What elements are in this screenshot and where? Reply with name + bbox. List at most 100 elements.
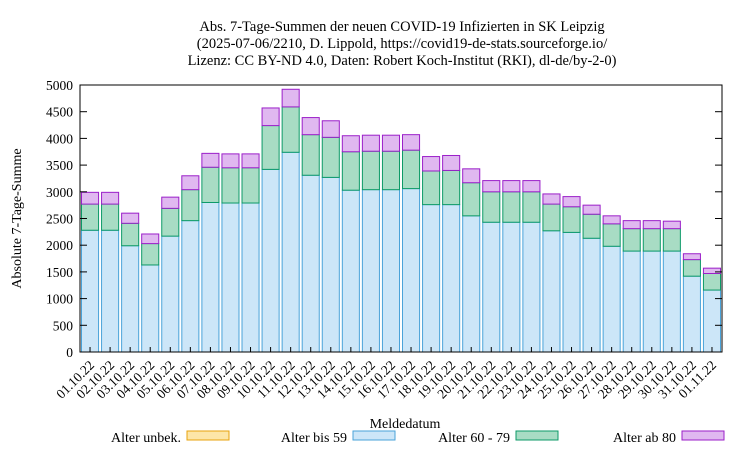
bar-segment [622,220,641,230]
bar-segment [522,191,541,223]
bar-segment [221,153,240,169]
bar-segment [422,170,441,206]
bars [81,88,721,353]
y-tick-label: 4500 [46,105,73,120]
bar-segment [321,176,340,353]
bar-segment [261,168,280,353]
legend-swatch [515,430,559,441]
bar-segment [361,189,380,353]
bar-segment [381,134,400,152]
bar-segment [241,202,260,353]
y-tick-label: 2500 [46,212,73,227]
bar-segment [341,135,360,153]
y-tick-label: 1500 [46,265,73,280]
bar-segment [402,188,421,353]
bar-segment [642,228,661,252]
bar-segment [502,191,521,223]
bar-segment [241,153,260,169]
bar-segment [482,191,501,223]
bar-segment [682,259,701,277]
bar-segment [702,267,721,275]
bar-segment [101,229,120,353]
bar-segment [482,221,501,353]
bar-segment [522,180,541,193]
bar-segment [502,221,521,353]
bar-segment [161,207,180,237]
bar-segment [141,264,160,353]
bar-segment [582,213,601,239]
bar-segment [462,182,481,217]
bar-segment [442,204,461,353]
bar-segment [562,206,581,233]
bar-segment [261,125,280,170]
bar-segment [462,215,481,353]
bar-segment [201,166,220,203]
y-tick-label: 0 [66,345,73,360]
bar-segment [381,189,400,353]
y-tick-label: 500 [53,318,74,333]
bar-segment [161,235,180,353]
legend-label: Alter ab 80 [613,431,676,446]
bar-segment [702,289,721,353]
chart-title-line: (2025-07-06/2210, D. Lippold, https://co… [197,36,608,52]
bar-segment [281,151,300,353]
bar-segment [482,180,501,193]
chart-title-line: Abs. 7-Tage-Summen der neuen COVID-19 In… [199,19,604,35]
bar-segment [542,230,561,353]
bar-segment [301,117,320,136]
bar-segment [281,106,300,153]
y-tick-label: 3000 [46,185,73,200]
bar-segment [361,134,380,152]
legend-label: Alter bis 59 [281,431,347,446]
bar-segment [241,167,260,204]
y-tick-label: 3500 [46,158,73,173]
bar-segment [622,228,641,252]
y-tick-label: 5000 [46,78,73,93]
chart-title: Abs. 7-Tage-Summen der neuen COVID-19 In… [188,19,617,69]
bar-segment [602,245,621,353]
bar-segment [662,250,681,353]
bar-segment [702,273,721,291]
y-tick-label: 4000 [46,131,73,146]
bar-segment [662,228,681,252]
x-axis-label: Meldedatum [370,417,441,432]
legend-swatch [681,430,725,441]
bar-segment [221,202,240,353]
chart-title-line: Lizenz: CC BY-ND 4.0, Daten: Robert Koch… [188,53,617,69]
bar-segment [181,220,200,353]
bar-segment [462,168,481,184]
legend-swatch [352,430,396,441]
bar-segment [682,253,701,261]
bar-segment [81,203,100,231]
bar-segment [502,180,521,193]
bar-segment [522,221,541,353]
x-axis: 01.10.2202.10.2203.10.2204.10.2205.10.22… [53,347,719,402]
y-tick-label: 2000 [46,238,73,253]
bar-segment [321,120,340,138]
bar-segment [422,204,441,353]
y-tick-label: 1000 [46,292,73,307]
bar-segment [562,231,581,353]
bar-segment [341,151,360,191]
bar-segment [181,189,200,222]
bar-segment [422,156,441,172]
bar-segment [201,201,220,353]
bar-segment [341,189,360,353]
bar-segment [201,152,220,168]
y-axis-label: Absolute 7-Tage-Summe [10,148,25,288]
bar-segment [442,169,461,206]
bar-segment [562,196,581,208]
bar-segment [662,220,681,230]
bar-segment [682,275,701,353]
bar-segment [642,250,661,353]
legend-swatch [186,430,230,441]
y-axis: 0 500 1000 1500 2000 2500 3000 3500 4000 4500 5000 [46,78,722,360]
bar-segment [281,88,300,108]
bar-segment [141,243,160,266]
bar-segment [542,193,561,205]
bar-segment [402,149,421,190]
bar-segment [81,191,100,205]
legend-label: Alter unbek. [111,431,181,446]
bar-segment [582,204,601,215]
